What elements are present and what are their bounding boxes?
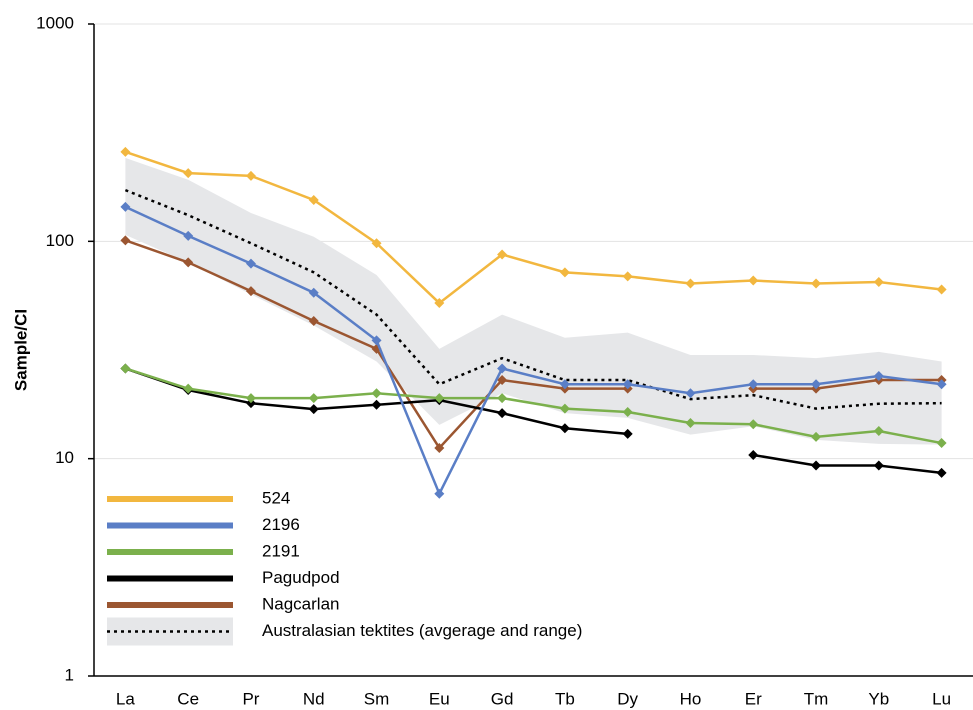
data-point [434, 442, 445, 453]
x-tick-label: La [116, 689, 135, 708]
data-point [559, 403, 570, 414]
data-point [371, 238, 382, 249]
legend-label: 2196 [262, 515, 300, 534]
data-point [245, 286, 256, 297]
data-point [183, 383, 194, 394]
data-point [120, 235, 131, 246]
data-point [183, 230, 194, 241]
data-point [497, 408, 508, 419]
x-tick-label: Lu [932, 689, 951, 708]
data-point [811, 278, 822, 289]
data-point [685, 417, 696, 428]
data-point [183, 257, 194, 268]
data-point [622, 406, 633, 417]
legend-label: Pagudpod [262, 568, 340, 587]
data-point [811, 431, 822, 442]
data-point [434, 393, 445, 404]
legend-label: Nagcarlan [262, 594, 340, 613]
series-line [125, 367, 942, 445]
legend-label: Australasian tektites (avgerage and rang… [262, 621, 582, 640]
x-tick-label: Pr [242, 689, 259, 708]
data-point [308, 393, 319, 404]
data-point [622, 428, 633, 439]
x-tick-label: Gd [491, 689, 514, 708]
data-point [434, 488, 445, 499]
x-tick-label: Tb [555, 689, 575, 708]
data-point [308, 194, 319, 205]
x-tick-label: Ce [177, 689, 199, 708]
data-point [748, 449, 759, 460]
data-point [873, 371, 884, 382]
data-point [245, 258, 256, 269]
data-point [434, 298, 445, 309]
x-tick-label: Sm [364, 689, 390, 708]
x-tick-label: Dy [617, 689, 638, 708]
data-point [622, 271, 633, 282]
data-point [371, 335, 382, 346]
data-point [873, 460, 884, 471]
data-point [559, 379, 570, 390]
data-point [120, 363, 131, 374]
data-point [245, 170, 256, 181]
data-point [936, 467, 947, 478]
data-point [371, 388, 382, 399]
x-tick-label: Tm [804, 689, 829, 708]
x-tick-label: Ho [680, 689, 702, 708]
data-point [308, 404, 319, 415]
x-tick-label: Er [745, 689, 762, 708]
data-point [120, 146, 131, 157]
x-tick-label: Nd [303, 689, 325, 708]
data-point [120, 201, 131, 212]
data-point [748, 379, 759, 390]
range-band [125, 157, 942, 445]
data-point [622, 379, 633, 390]
data-point [873, 276, 884, 287]
x-tick-label: Eu [429, 689, 450, 708]
legend-label: 524 [262, 488, 290, 507]
data-point [245, 398, 256, 409]
y-tick-label: 1 [65, 665, 74, 684]
data-point [559, 423, 570, 434]
data-point [497, 249, 508, 260]
data-point [308, 315, 319, 326]
data-point [936, 379, 947, 390]
data-point [308, 287, 319, 298]
data-point [748, 275, 759, 286]
data-point [559, 267, 570, 278]
series-line [124, 205, 942, 497]
data-point [748, 419, 759, 430]
series-line [124, 150, 942, 305]
y-tick-label: 100 [46, 231, 74, 250]
data-point [936, 438, 947, 449]
data-point [685, 388, 696, 399]
data-point [936, 284, 947, 295]
y-tick-label: 10 [55, 448, 74, 467]
y-tick-label: 1000 [36, 13, 74, 32]
data-point [811, 379, 822, 390]
data-point [873, 426, 884, 437]
series-line [753, 453, 942, 475]
data-point [183, 168, 194, 179]
data-point [497, 363, 508, 374]
data-point [245, 393, 256, 404]
data-point [497, 375, 508, 386]
legend-label: 2191 [262, 541, 300, 560]
data-point [497, 393, 508, 404]
series-line [124, 188, 942, 410]
data-point [685, 278, 696, 289]
data-point [371, 399, 382, 410]
x-tick-label: Yb [868, 689, 889, 708]
y-axis-title: Sample/CI [11, 309, 30, 391]
data-point [811, 460, 822, 471]
